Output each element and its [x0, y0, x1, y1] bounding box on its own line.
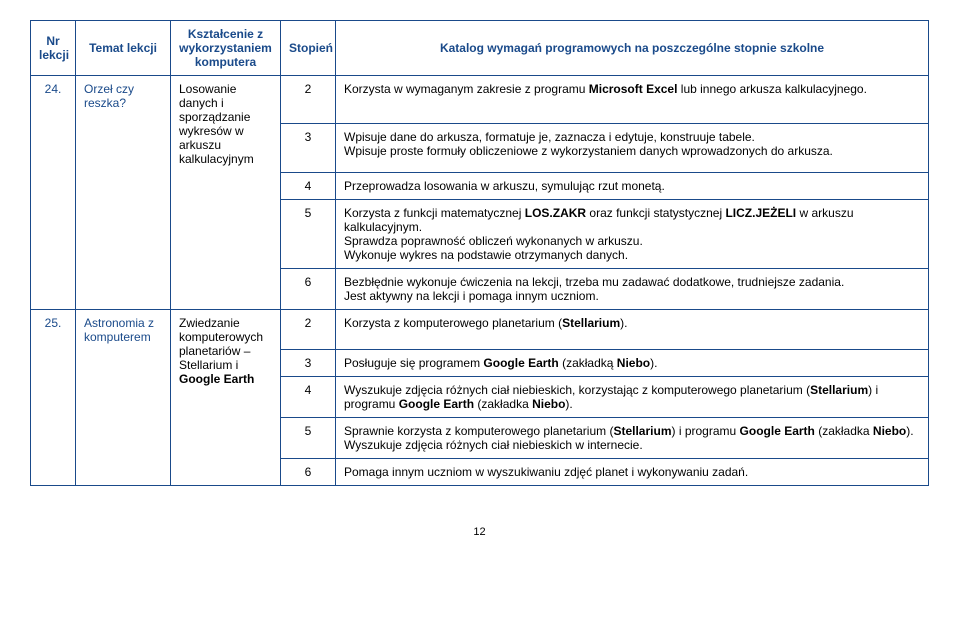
grade-cell: 3: [281, 350, 336, 377]
lesson-kszt: Zwiedzanie komputerowych planetariów – S…: [171, 309, 281, 418]
lesson-nr: 25.: [31, 309, 76, 350]
header-nr: Nr lekcji: [31, 21, 76, 76]
requirement-cell: Bezbłędnie wykonuje ćwiczenia na lekcji,…: [336, 268, 929, 309]
table-row: 3 Posługuje się programem Google Earth (…: [31, 350, 929, 377]
table-row: 5 Sprawnie korzysta z komputerowego plan…: [31, 418, 929, 459]
requirement-cell: Przeprowadza losowania w arkuszu, symulu…: [336, 172, 929, 199]
grade-cell: 5: [281, 199, 336, 268]
requirement-cell: Korzysta z komputerowego planetarium (St…: [336, 309, 929, 350]
requirement-cell: Sprawnie korzysta z komputerowego planet…: [336, 418, 929, 459]
requirement-cell: Pomaga innym uczniom w wyszukiwaniu zdję…: [336, 459, 929, 486]
table-row: 5 Korzysta z funkcji matematycznej LOS.Z…: [31, 199, 929, 268]
grade-cell: 3: [281, 123, 336, 172]
grade-cell: 2: [281, 76, 336, 124]
requirement-cell: Wpisuje dane do arkusza, formatuje je, z…: [336, 123, 929, 172]
requirement-cell: Korzysta z funkcji matematycznej LOS.ZAK…: [336, 199, 929, 268]
table-row: 3 Wpisuje dane do arkusza, formatuje je,…: [31, 123, 929, 172]
table-row: 24. Orzeł czy reszka? Losowanie danych i…: [31, 76, 929, 124]
requirement-cell: Korzysta w wymaganym zakresie z programu…: [336, 76, 929, 124]
table-row: 6 Bezbłędnie wykonuje ćwiczenia na lekcj…: [31, 268, 929, 309]
lesson-topic: Astronomia z komputerem: [76, 309, 171, 350]
table-row: 6 Pomaga innym uczniom w wyszukiwaniu zd…: [31, 459, 929, 486]
lesson-topic: Orzeł czy reszka?: [76, 76, 171, 124]
header-katalog: Katalog wymagań programowych na poszczeg…: [336, 21, 929, 76]
table-row: 4 Wyszukuje zdjęcia różnych ciał niebies…: [31, 377, 929, 418]
lesson-kszt: Losowanie danych i sporządzanie wykresów…: [171, 76, 281, 173]
header-row: Nr lekcji Temat lekcji Kształcenie z wyk…: [31, 21, 929, 76]
table-row: 25. Astronomia z komputerem Zwiedzanie k…: [31, 309, 929, 350]
requirement-cell: Wyszukuje zdjęcia różnych ciał niebieski…: [336, 377, 929, 418]
header-stopien: Stopień: [281, 21, 336, 76]
header-temat: Temat lekcji: [76, 21, 171, 76]
grade-cell: 6: [281, 459, 336, 486]
grade-cell: 6: [281, 268, 336, 309]
table-row: 4 Przeprowadza losowania w arkuszu, symu…: [31, 172, 929, 199]
requirements-table: Nr lekcji Temat lekcji Kształcenie z wyk…: [30, 20, 929, 486]
requirement-cell: Posługuje się programem Google Earth (za…: [336, 350, 929, 377]
lesson-nr: 24.: [31, 76, 76, 124]
grade-cell: 4: [281, 377, 336, 418]
page-number: 12: [30, 526, 929, 538]
grade-cell: 4: [281, 172, 336, 199]
grade-cell: 2: [281, 309, 336, 350]
header-kszt: Kształcenie z wykorzystaniem komputera: [171, 21, 281, 76]
grade-cell: 5: [281, 418, 336, 459]
